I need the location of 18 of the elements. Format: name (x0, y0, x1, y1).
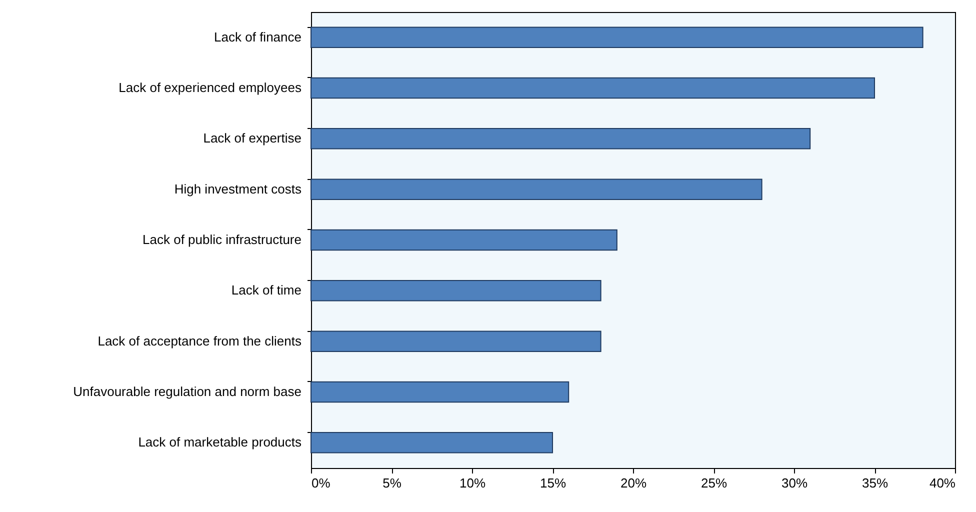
y-tick-label: Unfavourable regulation and norm base (73, 384, 302, 399)
x-tick-label: 0% (312, 476, 331, 490)
y-tick-label: Lack of acceptance from the clients (98, 333, 302, 348)
y-tick-label: Lack of public infrastructure (142, 232, 302, 247)
y-tick-label: Lack of time (231, 282, 302, 298)
x-tick-label: 30% (781, 476, 808, 490)
x-tick-label: 15% (540, 476, 566, 490)
y-tick-label: Lack of expertise (203, 130, 302, 146)
y-tick-label: Lack of experienced employees (118, 80, 302, 95)
x-tick-label: 25% (700, 476, 728, 490)
x-tick-label: 20% (620, 476, 647, 490)
y-tick-label: High investment costs (174, 181, 302, 196)
x-tick-label: 35% (862, 476, 888, 490)
y-tick-label: Lack of marketable products (138, 434, 302, 450)
x-tick-label: 5% (382, 476, 402, 490)
y-tick-label: Lack of finance (214, 29, 302, 44)
x-tick-label: 40% (929, 476, 956, 490)
x-tick-label: 10% (459, 476, 486, 490)
